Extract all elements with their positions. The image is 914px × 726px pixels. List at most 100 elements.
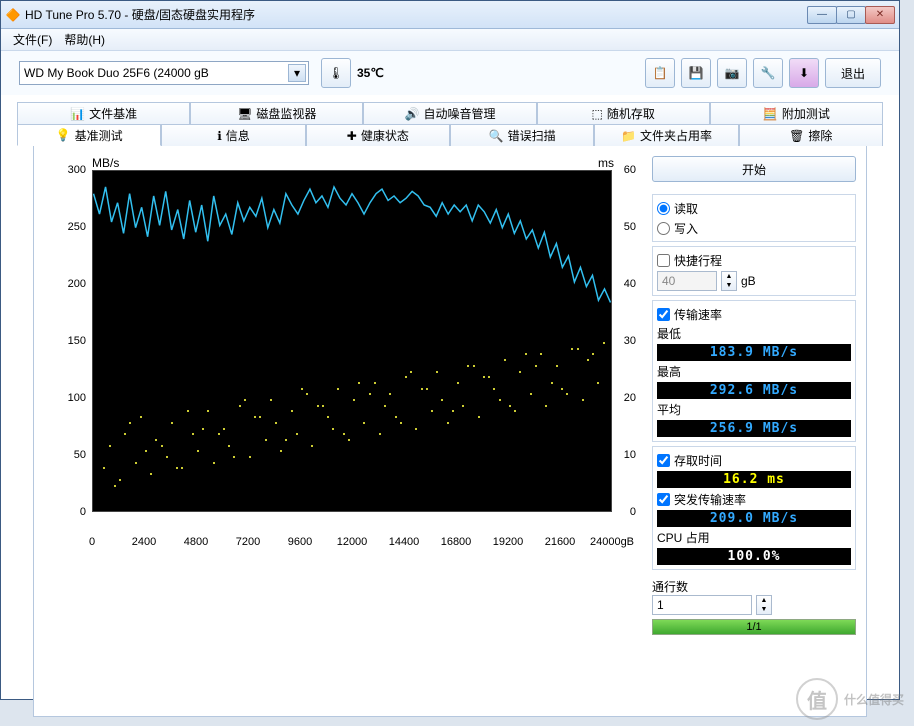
scatter-dot: [358, 382, 360, 384]
scatter-dot: [233, 456, 235, 458]
scatter-dot: [218, 433, 220, 435]
scatter-dot: [467, 365, 469, 367]
scatter-dot: [280, 450, 282, 452]
avg-label: 平均: [657, 401, 851, 418]
burst-checkbox[interactable]: 突发传输速率: [657, 490, 851, 508]
x-tick: 9600: [288, 536, 312, 548]
app-icon: 🔶: [5, 7, 21, 23]
scatter-dot: [577, 348, 579, 350]
temperature-value: 35℃: [357, 66, 384, 80]
refresh-button[interactable]: ⬇: [789, 58, 819, 88]
scatter-dot: [478, 416, 480, 418]
spinner-buttons[interactable]: ▲▼: [721, 271, 737, 291]
scatter-dot: [322, 405, 324, 407]
watermark-icon: 值: [796, 678, 838, 720]
scatter-dot: [228, 445, 230, 447]
access-checkbox[interactable]: 存取时间: [657, 451, 851, 469]
quick-size-input[interactable]: [657, 271, 717, 291]
tab-随机存取[interactable]: ⬚随机存取: [537, 102, 710, 124]
scatter-dot: [405, 376, 407, 378]
access-group: 存取时间 16.2 ms 突发传输速率 209.0 MB/s CPU 占用 10…: [652, 446, 856, 570]
scatter-dot: [592, 353, 594, 355]
scatter-dot: [374, 382, 376, 384]
screenshot-button[interactable]: 📷: [717, 58, 747, 88]
scatter-dot: [462, 405, 464, 407]
scatter-dot: [171, 422, 173, 424]
x-tick: 4800: [184, 536, 208, 548]
x-tick: 0: [89, 536, 95, 548]
tab-错误扫描[interactable]: 🔍错误扫描: [450, 124, 594, 146]
max-value: 292.6 MB/s: [657, 382, 851, 399]
scatter-dot: [317, 405, 319, 407]
tab-磁盘监视器[interactable]: 🖥磁盘监视器: [190, 102, 363, 124]
tab-信息[interactable]: ℹ信息: [161, 124, 305, 146]
scatter-dot: [259, 416, 261, 418]
y2-tick: 60: [624, 164, 636, 176]
scatter-dot: [301, 388, 303, 390]
cpu-value: 100.0%: [657, 548, 851, 565]
save-button[interactable]: 💾: [681, 58, 711, 88]
scatter-dot: [244, 399, 246, 401]
menu-file[interactable]: 文件(F): [9, 29, 56, 50]
quick-checkbox[interactable]: 快捷行程: [657, 251, 851, 269]
scatter-dot: [431, 410, 433, 412]
scatter-dot: [551, 382, 553, 384]
max-label: 最高: [657, 363, 851, 380]
tab-擦除[interactable]: 🗑擦除: [739, 124, 883, 146]
scatter-dot: [155, 439, 157, 441]
tab-文件基准[interactable]: 📊文件基准: [17, 102, 190, 124]
close-button[interactable]: ✕: [865, 6, 895, 24]
passes-group: 通行数 ▲▼ 1/1: [652, 578, 856, 635]
y2-tick: 10: [624, 449, 636, 461]
read-radio[interactable]: 读取: [657, 199, 851, 217]
scatter-dot: [207, 410, 209, 412]
chart-plot: [92, 170, 612, 512]
transfer-checkbox[interactable]: 传输速率: [657, 305, 851, 323]
scatter-dot: [161, 445, 163, 447]
benchmark-chart: MB/s ms 300250200150100500 6050403020100…: [44, 156, 644, 536]
y-tick: 200: [44, 278, 86, 290]
scatter-dot: [587, 359, 589, 361]
copy-button[interactable]: 📋: [645, 58, 675, 88]
minimize-button[interactable]: —: [807, 6, 837, 24]
tab-自动噪音管理[interactable]: 🔊自动噪音管理: [363, 102, 536, 124]
scatter-dot: [447, 422, 449, 424]
quick-group: 快捷行程 ▲▼ gB: [652, 246, 856, 296]
exit-button[interactable]: 退出: [825, 58, 881, 88]
avg-value: 256.9 MB/s: [657, 420, 851, 437]
scatter-dot: [582, 399, 584, 401]
scatter-dot: [540, 353, 542, 355]
scatter-dot: [187, 410, 189, 412]
y-tick: 250: [44, 221, 86, 233]
tab-健康状态[interactable]: ✚健康状态: [306, 124, 450, 146]
x-tick: 14400: [389, 536, 420, 548]
scatter-dot: [285, 439, 287, 441]
start-button[interactable]: 开始: [652, 156, 856, 182]
scatter-dot: [213, 462, 215, 464]
maximize-button[interactable]: ▢: [836, 6, 866, 24]
passes-input[interactable]: [652, 595, 752, 615]
scatter-dot: [436, 371, 438, 373]
write-radio[interactable]: 写入: [657, 219, 851, 237]
scatter-dot: [514, 410, 516, 412]
menu-help[interactable]: 帮助(H): [60, 29, 109, 50]
tab-文件夹占用率[interactable]: 📁文件夹占用率: [594, 124, 738, 146]
options-button[interactable]: 🔧: [753, 58, 783, 88]
drive-select[interactable]: WD My Book Duo 25F6 (24000 gB ▾: [19, 61, 309, 85]
passes-label: 通行数: [652, 578, 856, 595]
scatter-dot: [556, 365, 558, 367]
chart-area: MB/s ms 300250200150100500 6050403020100…: [44, 156, 644, 706]
menubar: 文件(F) 帮助(H): [1, 29, 899, 51]
tab-附加测试[interactable]: 🧮附加测试: [710, 102, 883, 124]
cpu-label: CPU 占用: [657, 529, 851, 546]
toolbar: WD My Book Duo 25F6 (24000 gB ▾ 🌡 35℃ 📋 …: [1, 51, 899, 95]
scatter-dot: [145, 450, 147, 452]
thermometer-icon: 🌡: [321, 58, 351, 88]
scatter-dot: [488, 376, 490, 378]
titlebar: 🔶 HD Tune Pro 5.70 - 硬盘/固态硬盘实用程序 — ▢ ✕: [1, 1, 899, 29]
access-scatter: [93, 171, 611, 511]
scatter-dot: [410, 371, 412, 373]
passes-spinner-buttons[interactable]: ▲▼: [756, 595, 772, 615]
scatter-dot: [509, 405, 511, 407]
tab-基准测试[interactable]: 💡基准测试: [17, 124, 161, 146]
